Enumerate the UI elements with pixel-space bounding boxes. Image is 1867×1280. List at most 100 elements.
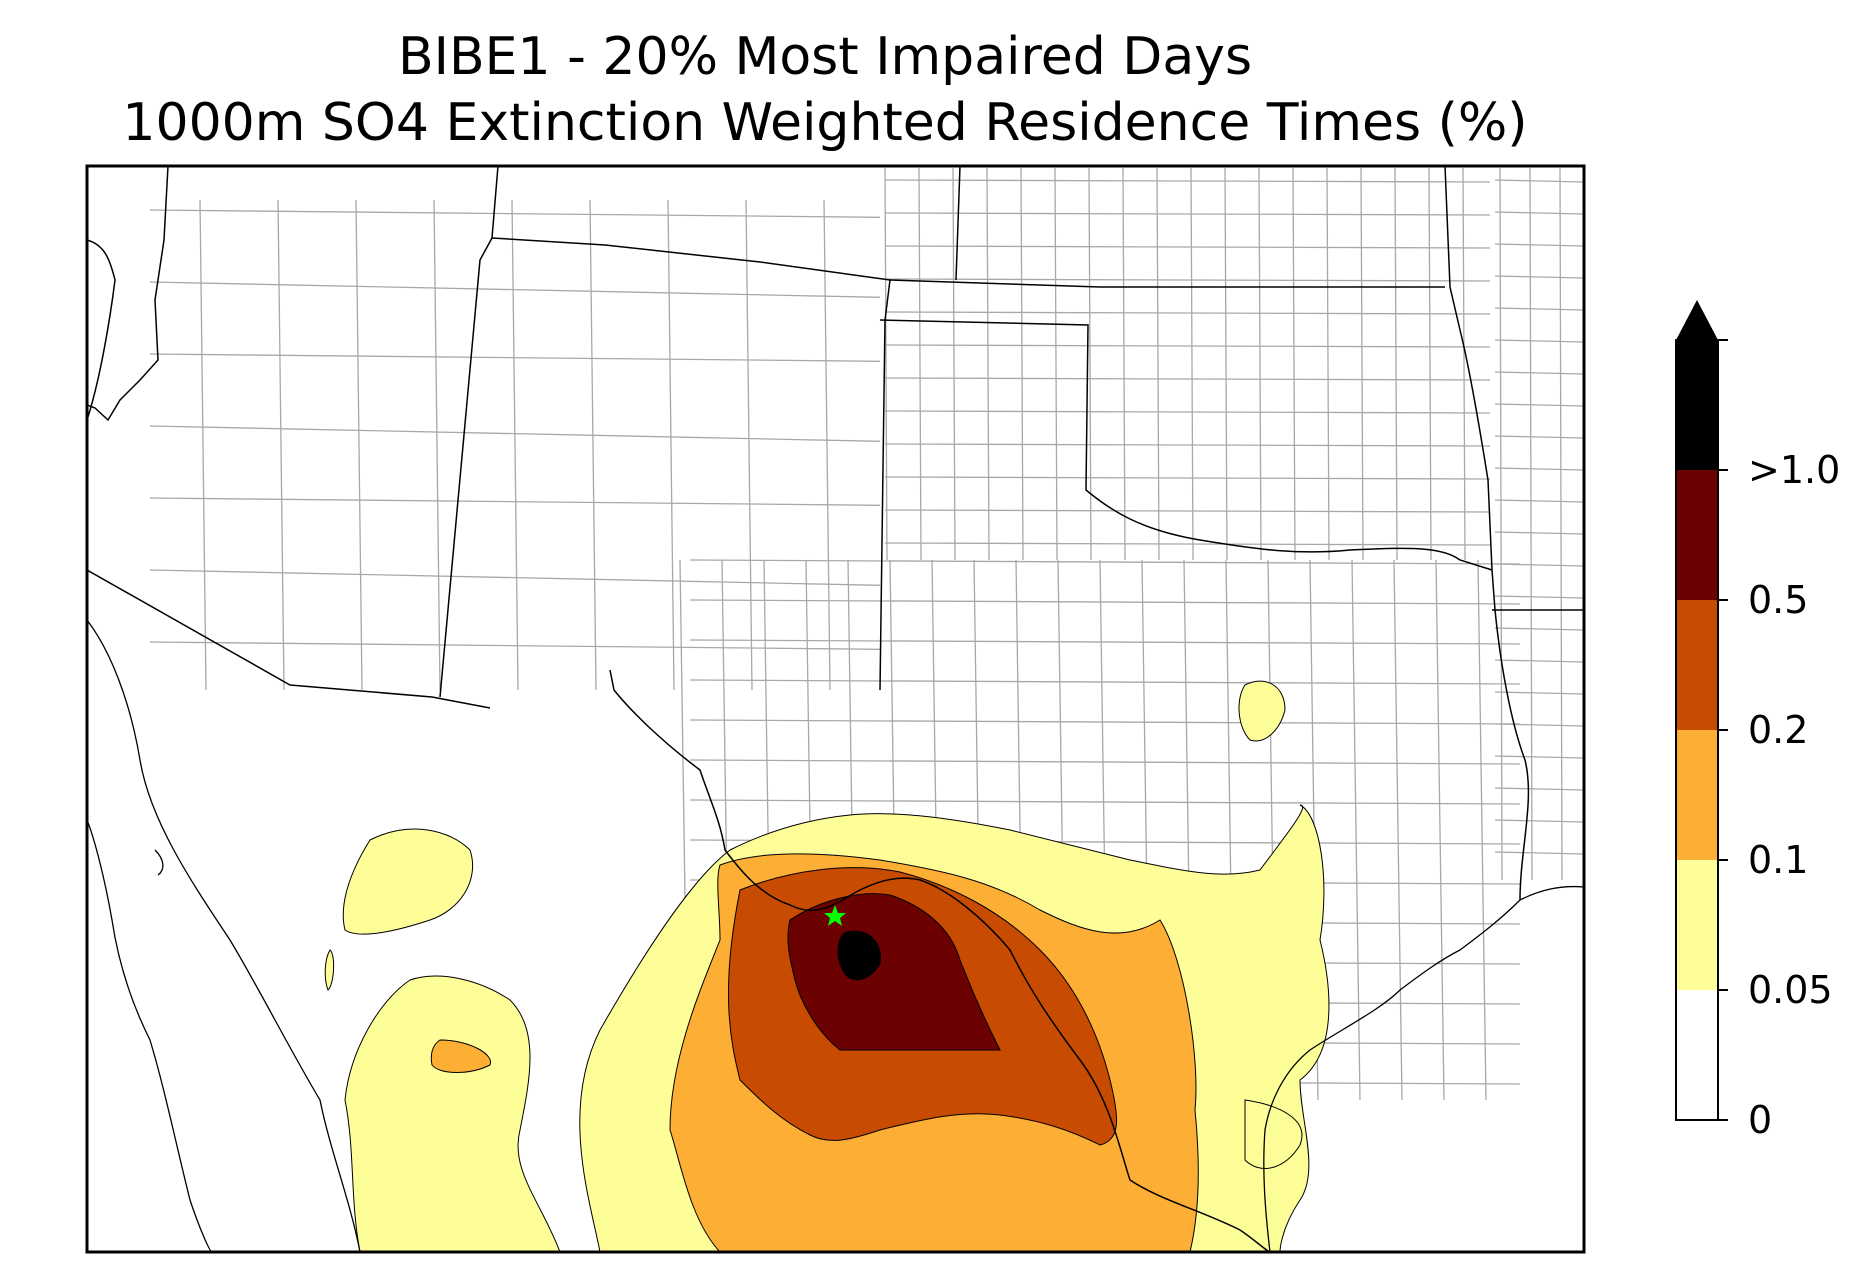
county-line: [884, 311, 1491, 315]
map-frame: [85, 164, 1586, 1254]
county-line: [1292, 167, 1296, 561]
county-line: [433, 199, 441, 691]
county-line: [1156, 167, 1160, 561]
county-line: [1394, 167, 1398, 561]
county-line: [1224, 167, 1228, 561]
county-line: [884, 167, 888, 561]
county-line: [689, 639, 1521, 645]
county-line: [689, 799, 1521, 805]
county-line: [1494, 627, 1584, 631]
county-line: [589, 199, 597, 691]
star-icon: [824, 905, 846, 926]
county-line: [952, 167, 956, 561]
county-line: [1494, 243, 1584, 247]
county-line: [1020, 167, 1024, 561]
colorbar-swatch-0.1: [1676, 730, 1718, 860]
chart-title-line-2: 1000m SO4 Extinction Weighted Residence …: [122, 93, 1528, 153]
county-line: [1494, 307, 1584, 311]
county-line: [1351, 559, 1361, 1101]
county-line: [1494, 499, 1584, 503]
county-line: [1494, 371, 1584, 375]
contour-fill-0.5: [787, 893, 1001, 1051]
county-line: [689, 759, 1521, 765]
county-line: [1326, 167, 1330, 561]
county-line: [1393, 559, 1403, 1101]
county-line: [1494, 531, 1584, 535]
county-line: [1462, 167, 1466, 561]
colorbar-tick-label: 0.05: [1748, 968, 1833, 1012]
county-line: [1494, 339, 1584, 343]
county-line: [884, 443, 1491, 447]
county-line: [1088, 167, 1092, 561]
county-line: [1494, 851, 1584, 855]
county-line: [1435, 559, 1445, 1101]
county-line: [1494, 659, 1584, 663]
colorbar-extend-arrow: [1676, 300, 1718, 340]
county-line: [1494, 211, 1584, 215]
county-line: [884, 344, 1491, 348]
county-line: [884, 278, 1491, 282]
county-line: [277, 199, 285, 691]
contour-fill-1.0: [837, 930, 881, 981]
county-line: [149, 497, 881, 506]
county-line: [1529, 167, 1533, 881]
county-line: [884, 509, 1491, 513]
county-line: [1494, 691, 1584, 695]
county-line: [1494, 563, 1584, 567]
county-line: [355, 199, 363, 691]
county-line: [199, 199, 207, 691]
colorbar-ticks: [1718, 339, 1728, 1121]
colorbar-tick-label: 0: [1748, 1098, 1773, 1142]
county-line: [1477, 559, 1487, 1101]
county-line: [149, 353, 881, 362]
county-line: [1494, 179, 1584, 183]
colorbar-tick-label: 0.1: [1748, 838, 1809, 882]
colorbar-swatch-0.5: [1676, 470, 1718, 600]
county-line: [884, 179, 1491, 183]
chart-title-line-1: BIBE1 - 20% Most Impaired Days: [397, 27, 1253, 87]
county-line: [884, 212, 1491, 216]
county-line: [1494, 467, 1584, 471]
county-line: [884, 410, 1491, 414]
state-borders: [87, 166, 1584, 1252]
county-line: [149, 425, 881, 442]
county-line: [1428, 167, 1432, 561]
county-line: [884, 245, 1491, 249]
county-line: [149, 641, 881, 650]
county-line: [149, 281, 881, 298]
county-line: [149, 569, 881, 586]
colorbar-swatch-0: [1676, 990, 1718, 1120]
colorbar-swatch-1.0: [1676, 340, 1718, 470]
county-line: [823, 199, 831, 691]
county-line: [884, 377, 1491, 381]
county-line: [1494, 755, 1584, 759]
county-line: [1360, 167, 1364, 561]
colorbar: [1675, 300, 1728, 1121]
county-line: [1494, 787, 1584, 791]
county-line: [511, 199, 519, 691]
colorbar-tick-label: >1.0: [1748, 448, 1841, 492]
county-line: [689, 559, 1521, 565]
county-line: [149, 209, 881, 218]
colorbar-tick-label: 0.2: [1748, 708, 1809, 752]
county-line: [689, 719, 1521, 725]
county-line: [667, 199, 675, 691]
county-line: [1122, 167, 1126, 561]
county-line: [1559, 167, 1563, 881]
county-line: [689, 679, 1521, 685]
colorbar-tick-label: 0.5: [1748, 578, 1809, 622]
county-line: [1054, 167, 1058, 561]
county-line: [986, 167, 990, 561]
county-line: [884, 542, 1491, 546]
county-line: [1494, 595, 1584, 599]
county-line: [1258, 167, 1262, 561]
county-line: [1494, 819, 1584, 823]
county-line: [689, 599, 1521, 605]
map-area: [87, 166, 1584, 1252]
county-line: [1494, 723, 1584, 727]
county-line: [1499, 167, 1503, 881]
county-line: [1494, 275, 1584, 279]
colorbar-swatch-0.05: [1676, 860, 1718, 990]
colorbar-swatch-0.2: [1676, 600, 1718, 730]
